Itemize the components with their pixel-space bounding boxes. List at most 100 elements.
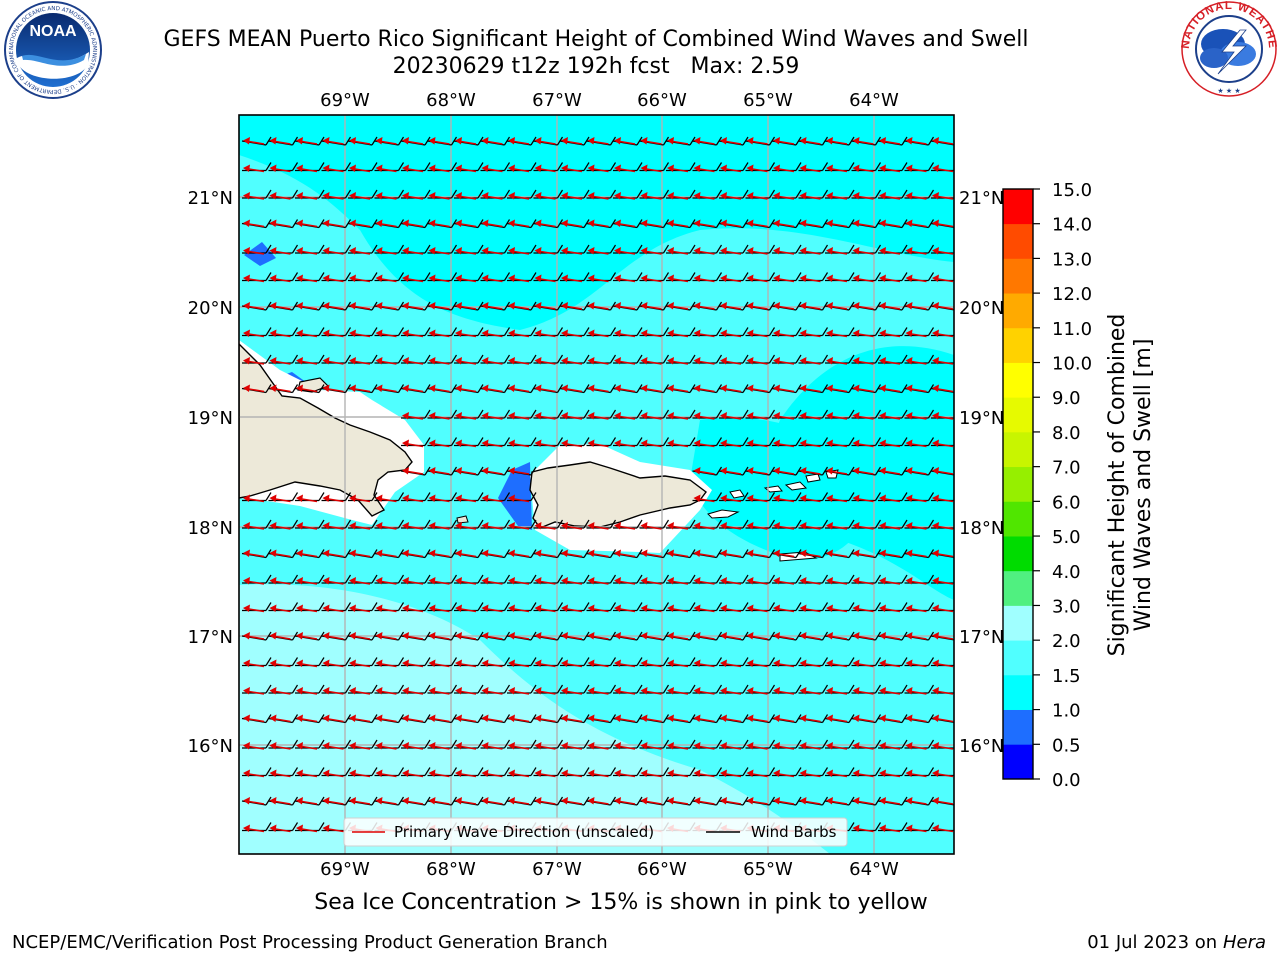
vector-glyph bbox=[427, 739, 458, 750]
vector-glyph bbox=[295, 574, 325, 585]
vector-glyph bbox=[454, 162, 484, 173]
colorbar-segment bbox=[1003, 674, 1033, 710]
vector-glyph bbox=[904, 822, 935, 833]
vector-glyph bbox=[904, 409, 935, 420]
vector-glyph bbox=[348, 519, 378, 530]
vector-glyph bbox=[904, 272, 935, 283]
vector-glyph bbox=[772, 189, 802, 200]
vector-glyph bbox=[877, 466, 908, 476]
vector-glyph bbox=[772, 409, 802, 420]
colorbar-tick-label: 13.0 bbox=[1052, 249, 1092, 270]
colorbar-tick-label: 0.5 bbox=[1052, 735, 1081, 756]
vector-glyph bbox=[851, 272, 882, 283]
vector-glyph bbox=[242, 354, 272, 365]
vector-glyph bbox=[427, 684, 458, 695]
vector-glyph bbox=[295, 272, 325, 283]
vector-glyph bbox=[904, 549, 935, 559]
vector-glyph bbox=[348, 272, 378, 283]
vector-glyph bbox=[480, 327, 511, 338]
vector-glyph bbox=[719, 767, 749, 778]
vector-glyph bbox=[639, 519, 670, 530]
vector-glyph bbox=[242, 684, 272, 695]
vector-glyph bbox=[798, 409, 829, 420]
vector-glyph bbox=[718, 714, 749, 724]
vector-glyph bbox=[374, 244, 405, 255]
vector-glyph bbox=[586, 244, 617, 255]
vector-glyph bbox=[931, 192, 954, 200]
vector-glyph bbox=[454, 189, 484, 200]
latitude-labels-left: 21°N 20°N 19°N 18°N 17°N 16°N bbox=[188, 188, 233, 757]
vector-glyph bbox=[692, 657, 723, 668]
lat-label-left: 20°N bbox=[188, 298, 233, 319]
vector-glyph bbox=[586, 684, 617, 695]
vector-glyph bbox=[294, 549, 325, 559]
colorbar-segments bbox=[1003, 189, 1033, 780]
vector-glyph bbox=[560, 602, 590, 613]
vector-glyph bbox=[665, 384, 696, 394]
colorbar-segment bbox=[1003, 536, 1033, 572]
vector-glyph bbox=[878, 684, 908, 695]
vector-glyph bbox=[347, 549, 378, 559]
vector-glyph bbox=[719, 492, 749, 503]
vector-glyph bbox=[639, 574, 670, 585]
vector-glyph bbox=[454, 492, 484, 503]
vector-glyph bbox=[745, 549, 776, 559]
lon-label-top: 69°W bbox=[320, 90, 370, 111]
vector-glyph bbox=[825, 162, 855, 173]
vector-glyph bbox=[851, 602, 882, 613]
vector-glyph bbox=[507, 602, 537, 613]
vector-glyph bbox=[825, 739, 855, 750]
vector-glyph bbox=[427, 767, 458, 778]
colorbar-tick-label: 1.5 bbox=[1052, 666, 1081, 687]
vector-glyph bbox=[242, 739, 272, 750]
vector-glyph bbox=[454, 272, 484, 283]
vector-glyph bbox=[374, 272, 405, 283]
lat-label-left: 16°N bbox=[188, 736, 233, 757]
vector-glyph bbox=[268, 189, 299, 200]
vector-glyph bbox=[666, 519, 696, 530]
vector-glyph bbox=[719, 272, 749, 283]
vector-glyph bbox=[930, 137, 954, 146]
vector-glyph bbox=[321, 631, 352, 641]
vector-glyph bbox=[268, 272, 299, 283]
vector-glyph bbox=[639, 796, 670, 806]
vector-glyph bbox=[242, 272, 272, 283]
vector-glyph bbox=[613, 437, 643, 448]
vector-glyph bbox=[692, 631, 723, 641]
vector-glyph bbox=[268, 519, 299, 530]
vector-glyph bbox=[401, 189, 431, 200]
vector-glyph bbox=[560, 244, 590, 255]
colorbar-segment bbox=[1003, 640, 1033, 676]
vector-glyph bbox=[268, 492, 299, 503]
vector-glyph bbox=[719, 519, 749, 530]
vector-glyph bbox=[851, 796, 882, 806]
vector-glyph bbox=[454, 574, 484, 585]
vector-glyph bbox=[771, 384, 802, 394]
vector-glyph bbox=[560, 272, 590, 283]
vector-glyph bbox=[347, 219, 378, 229]
colorbar-tick-label: 2.0 bbox=[1052, 631, 1081, 652]
vector-glyph bbox=[427, 354, 458, 365]
map-frame bbox=[238, 114, 955, 855]
vector-glyph bbox=[931, 604, 954, 613]
vector-glyph bbox=[878, 272, 908, 283]
colorbar-tick-label: 8.0 bbox=[1052, 423, 1081, 444]
vector-glyph bbox=[692, 684, 723, 695]
vector-glyph bbox=[348, 492, 378, 503]
vector-glyph bbox=[851, 767, 882, 778]
colorbar-segment bbox=[1003, 709, 1033, 745]
lat-label-left: 17°N bbox=[188, 627, 233, 648]
vector-glyph bbox=[401, 602, 431, 613]
vector-glyph bbox=[480, 492, 511, 503]
vector-glyph bbox=[904, 466, 935, 476]
vector-glyph bbox=[480, 714, 511, 724]
vector-glyph bbox=[904, 492, 935, 503]
vector-glyph bbox=[454, 519, 484, 530]
vector-glyph bbox=[348, 657, 378, 668]
vector-glyph bbox=[480, 631, 511, 641]
vector-glyph bbox=[295, 602, 325, 613]
vector-glyph bbox=[877, 549, 908, 559]
vector-glyph bbox=[559, 301, 590, 311]
vector-glyph bbox=[851, 822, 882, 833]
vector-glyph bbox=[268, 244, 299, 255]
